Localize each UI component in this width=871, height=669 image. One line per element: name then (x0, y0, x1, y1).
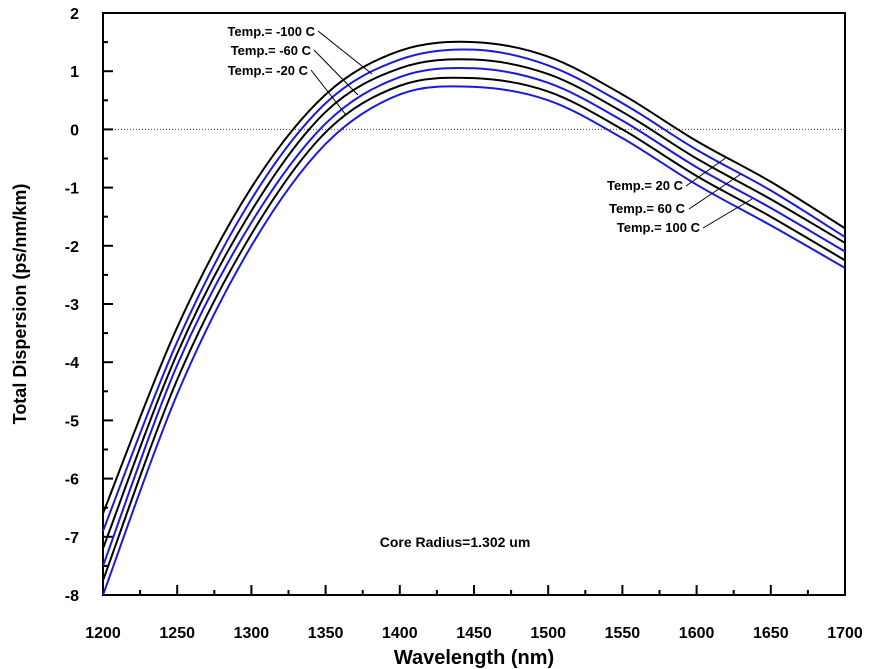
y-tick-label: 1 (70, 64, 79, 81)
series-label-leader (313, 49, 359, 96)
series-label: Temp.= -100 C (227, 24, 315, 39)
y-tick-label: -7 (65, 530, 79, 547)
series-label: Temp.= 100 C (617, 220, 701, 235)
y-tick-label: 0 (70, 122, 79, 139)
series-label: Temp.= -60 C (231, 43, 312, 58)
y-tick-label: -5 (65, 413, 79, 430)
x-tick-label: 1350 (308, 625, 344, 642)
series-group (102, 40, 846, 596)
y-tick-label: -1 (65, 181, 79, 198)
x-tick-label: 1300 (234, 625, 270, 642)
series-line (102, 85, 846, 596)
series-label-leader (702, 198, 753, 229)
plot-frame (102, 12, 846, 596)
series-label-leader (688, 173, 742, 210)
series-label-leader (310, 69, 347, 116)
x-tick-label: 1400 (382, 625, 418, 642)
y-tick-label: 2 (70, 6, 79, 23)
y-axis-title: Total Dispersion (ps/nm/km) (10, 184, 30, 425)
axis-ticks: 1200 1250 1300 1350 1400 1450 1500 1550 1600 1650… (65, 6, 863, 642)
x-tick-label: 1500 (530, 625, 566, 642)
x-tick-label: 1600 (679, 625, 715, 642)
y-tick-label: -6 (65, 472, 79, 489)
series-label-leader (317, 30, 373, 75)
series-line (102, 76, 846, 581)
x-tick-label: 1650 (753, 625, 789, 642)
series-line (102, 40, 846, 514)
y-tick-label: -2 (65, 239, 79, 256)
x-axis-title: Wavelength (nm) (394, 647, 554, 669)
core-radius-annotation: Core Radius=1.302 um (380, 534, 531, 550)
y-tick-label: -3 (65, 297, 79, 314)
series-line (102, 66, 846, 567)
annotations: Temp.= -100 C Temp.= -60 C Temp.= -20 C Tem… (227, 24, 753, 235)
x-tick-label: 1450 (456, 625, 492, 642)
y-tick-label: -8 (65, 588, 79, 605)
y-tick-label: -4 (65, 355, 79, 372)
series-line (102, 48, 846, 532)
series-label: Temp.= 20 C (607, 178, 684, 193)
series-label: Temp.= 60 C (609, 201, 686, 216)
x-tick-label: 1700 (827, 625, 863, 642)
series-line (102, 58, 846, 549)
series-label-leader (685, 156, 728, 187)
x-tick-label: 1200 (85, 625, 121, 642)
x-tick-label: 1550 (605, 625, 641, 642)
x-tick-label: 1250 (159, 625, 195, 642)
series-label: Temp.= -20 C (228, 63, 309, 78)
